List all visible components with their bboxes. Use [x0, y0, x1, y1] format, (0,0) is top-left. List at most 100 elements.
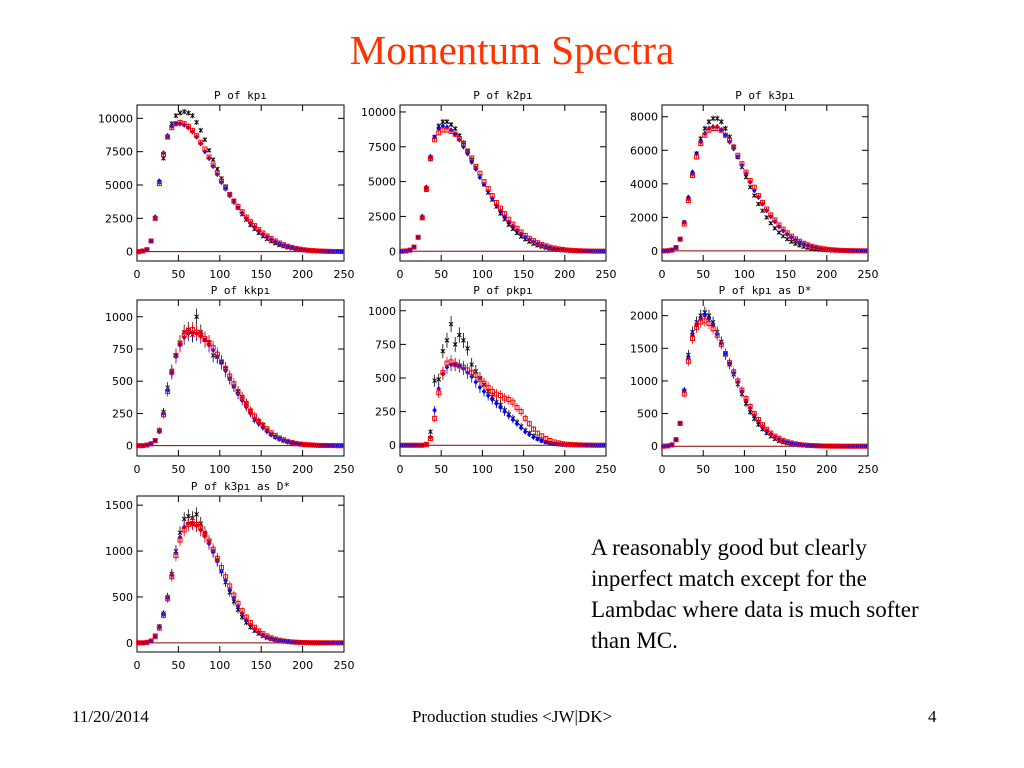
data-point: [601, 248, 607, 254]
x-tick-label: 50: [434, 268, 448, 281]
data-point: [428, 429, 433, 435]
data-point: [706, 119, 712, 125]
data-point: [702, 318, 708, 324]
data-point: [689, 172, 695, 178]
data-point: [456, 135, 462, 141]
y-tick-label: 0: [126, 440, 133, 453]
data-point: [223, 365, 229, 371]
data-point: [243, 214, 249, 220]
series-diamond: [661, 123, 868, 254]
x-tick-label: 50: [696, 268, 710, 281]
data-point: [440, 348, 446, 354]
x-tick-label: 0: [134, 463, 141, 476]
data-point: [489, 396, 495, 403]
data-point: [181, 516, 187, 522]
data-point: [460, 141, 466, 147]
plot-frame: [136, 104, 345, 262]
data-point: [448, 321, 454, 327]
series-diamond: [136, 516, 344, 646]
data-point: [252, 413, 258, 419]
data-point: [673, 245, 679, 251]
data-point: [788, 233, 794, 239]
data-point: [448, 359, 454, 365]
data-point: [218, 565, 224, 571]
data-point: [718, 119, 724, 125]
y-tick-label: 7500: [368, 141, 396, 154]
data-point: [535, 436, 540, 443]
slide-title: Momentum Spectra: [349, 27, 675, 73]
data-point: [477, 376, 483, 382]
data-point: [747, 177, 753, 183]
data-point: [784, 230, 790, 236]
data-point: [181, 121, 187, 127]
data-point: [210, 546, 216, 552]
data-point: [436, 130, 442, 136]
data-point: [768, 212, 774, 218]
data-point: [863, 443, 869, 449]
data-point: [735, 378, 741, 384]
data-point: [522, 415, 528, 421]
data-point: [756, 422, 761, 428]
data-point: [185, 513, 191, 519]
data-point: [685, 198, 691, 204]
series-square: [661, 315, 869, 449]
data-point: [473, 379, 479, 385]
y-tick-label: 0: [389, 439, 396, 452]
data-point: [165, 389, 171, 395]
data-point: [161, 155, 166, 161]
data-point: [755, 416, 761, 422]
data-point: [722, 132, 728, 138]
data-point: [432, 415, 438, 421]
data-point: [243, 614, 249, 620]
data-point: [722, 351, 728, 357]
data-point: [173, 352, 179, 358]
data-point: [194, 329, 200, 335]
data-point: [190, 113, 195, 119]
data-point: [206, 154, 212, 160]
data-point: [260, 422, 266, 428]
y-tick-label: 500: [112, 591, 133, 604]
data-point: [755, 193, 761, 199]
data-point: [194, 133, 200, 139]
data-point: [694, 324, 700, 330]
data-point: [231, 592, 237, 598]
data-point: [239, 395, 245, 401]
x-tick-label: 200: [292, 268, 313, 281]
data-point: [247, 408, 253, 414]
x-tick-label: 100: [734, 463, 755, 476]
y-tick-label: 750: [112, 343, 133, 356]
chart-4: P of kkpı 0 50 100 150 200 250 0 250 500 750 1000: [105, 284, 355, 476]
data-point: [432, 378, 437, 384]
data-point: [189, 327, 195, 333]
chart-3: P of k3pı 0 50 100 150 200 250 0 2000 4000 6000 800…: [630, 89, 879, 281]
plot-frame: [399, 104, 607, 262]
y-tick-label: 0: [651, 245, 658, 258]
y-tick-label: 1500: [630, 342, 658, 355]
data-point: [514, 225, 520, 231]
series-square: [136, 516, 345, 646]
y-tick-label: 0: [126, 246, 133, 259]
series-x: [661, 115, 868, 254]
data-point: [436, 390, 442, 396]
x-tick-label: 50: [696, 463, 710, 476]
data-point: [477, 170, 483, 176]
data-point: [477, 174, 483, 181]
data-point: [714, 116, 720, 121]
data-point: [194, 511, 199, 517]
data-point: [530, 426, 536, 432]
data-point: [227, 191, 233, 197]
x-tick-label: 150: [513, 268, 534, 281]
data-point: [694, 154, 700, 160]
y-tick-label: 5000: [368, 176, 396, 189]
data-point: [156, 181, 162, 187]
data-point: [202, 532, 208, 538]
data-point: [252, 624, 258, 630]
data-point: [148, 638, 154, 644]
x-tick-label: 100: [472, 463, 493, 476]
data-point: [169, 125, 175, 131]
data-point: [231, 198, 237, 204]
x-tick-label: 200: [554, 463, 575, 476]
data-point: [681, 391, 687, 397]
